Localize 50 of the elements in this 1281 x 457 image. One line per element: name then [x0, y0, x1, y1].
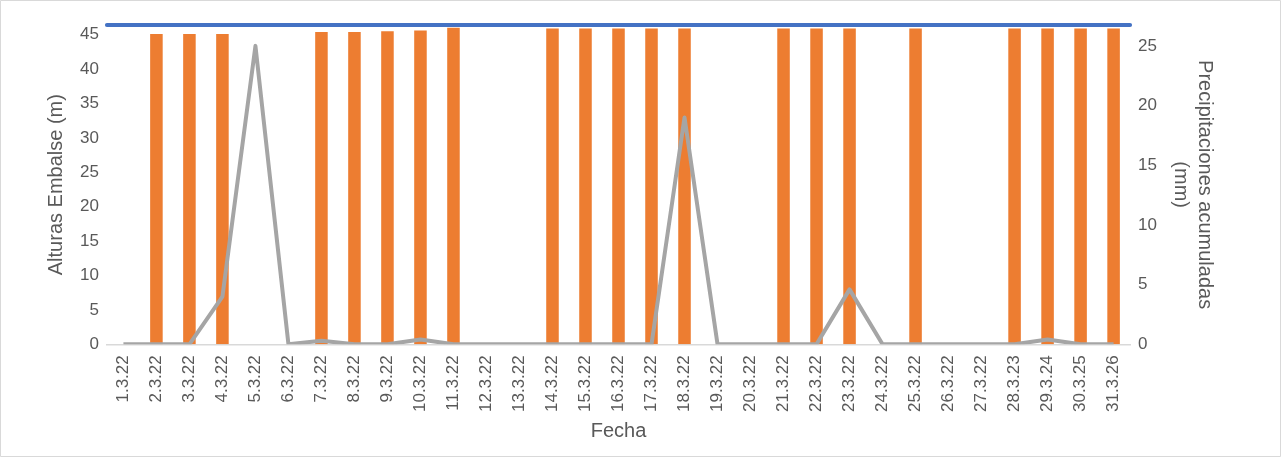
x-tick-label: 27.3.22 [971, 355, 991, 413]
x-tick-label: 25.3.22 [905, 355, 925, 413]
y2-tick-label: 10 [1138, 214, 1158, 234]
y-tick-label: 15 [79, 230, 99, 250]
x-axis-title: Fecha [590, 418, 648, 441]
x-tick-label: 28.3.23 [1004, 355, 1024, 413]
x-tick-label: 21.3.22 [773, 355, 793, 413]
y-tick-label: 5 [89, 299, 99, 319]
y-tick-label: 10 [79, 265, 99, 285]
y2-tick-label: 15 [1138, 154, 1158, 174]
x-tick-label: 23.3.22 [839, 355, 859, 413]
x-tick-label: 3.3.22 [179, 355, 199, 403]
x-tick-label: 31.3.26 [1103, 355, 1123, 413]
x-tick-label: 13.3.22 [509, 355, 529, 413]
x-tick-label: 11.3.22 [443, 355, 463, 411]
y-tick-label: 30 [79, 127, 99, 147]
x-tick-label: 26.3.22 [938, 355, 958, 413]
y-axis-title: Alturas Embalse (m) [43, 94, 66, 276]
x-tick-label: 2.3.22 [146, 355, 166, 403]
y-tick-label: 40 [79, 58, 99, 78]
y2-tick-label: 25 [1138, 35, 1158, 55]
x-tick-label: 20.3.22 [740, 355, 760, 413]
y-tick-label: 35 [79, 93, 99, 113]
x-tick-label: 19.3.22 [707, 355, 727, 413]
x-tick-label: 22.3.22 [806, 355, 826, 413]
y2-tick-label: 0 [1138, 333, 1148, 353]
x-tick-label: 18.3.22 [674, 355, 694, 413]
x-tick-label: 14.3.22 [542, 355, 562, 413]
x-tick-label: 9.3.22 [377, 355, 397, 403]
x-tick-label: 16.3.22 [608, 355, 628, 413]
x-tick-label: 10.3.22 [410, 355, 430, 413]
x-tick-label: 5.3.22 [245, 355, 265, 403]
x-tick-label: 6.3.22 [278, 355, 298, 403]
x-tick-label: 17.3.22 [641, 355, 661, 413]
x-tick-label: 1.3.22 [113, 355, 133, 403]
y2-tick-label: 5 [1138, 274, 1148, 294]
x-tick-label: 8.3.22 [344, 355, 364, 403]
x-tick-label: 29.3.24 [1037, 355, 1057, 413]
x-tick-label: 15.3.22 [575, 355, 595, 413]
y-tick-label: 45 [79, 24, 99, 44]
x-tick-label: 12.3.22 [476, 355, 496, 413]
y2-tick-label: 20 [1138, 95, 1158, 115]
y-tick-label: 20 [79, 196, 99, 216]
y-tick-label: 25 [79, 161, 99, 181]
x-tick-label: 7.3.22 [311, 355, 331, 403]
x-tick-label: 24.3.22 [872, 355, 892, 413]
x-tick-label: 4.3.22 [212, 355, 232, 403]
y2-axis-title: Precipitaciones acumuladas (mm) [1171, 60, 1218, 310]
x-tick-label: 30.3.25 [1070, 355, 1090, 413]
y-tick-label: 0 [89, 333, 99, 353]
